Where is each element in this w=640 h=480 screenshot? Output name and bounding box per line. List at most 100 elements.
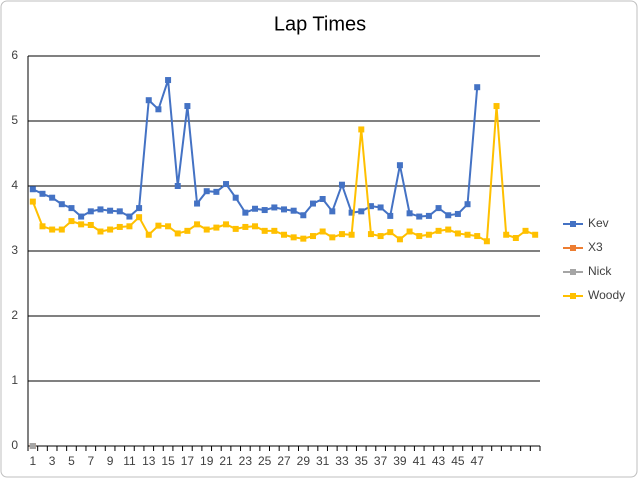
point-marker	[58, 201, 65, 208]
point-marker	[367, 231, 374, 238]
point-marker	[242, 209, 249, 216]
x-tick-label: 5	[68, 454, 75, 468]
point-marker	[300, 235, 307, 242]
x-tick-label: 13	[142, 454, 156, 468]
y-tick-label: 2	[11, 308, 18, 322]
x-tick-label: 39	[393, 454, 407, 468]
x-tick-label: 19	[200, 454, 214, 468]
x-tick-label: 45	[451, 454, 465, 468]
point-marker	[97, 228, 104, 235]
point-marker	[445, 226, 452, 233]
point-marker	[107, 226, 114, 233]
point-marker	[358, 208, 365, 215]
point-marker	[387, 229, 394, 236]
point-marker	[503, 231, 510, 238]
x-tick-label: 3	[49, 454, 56, 468]
y-tick-label: 1	[11, 373, 18, 387]
point-marker	[416, 213, 423, 220]
point-marker	[319, 228, 326, 235]
y-tick-label: 5	[11, 113, 18, 127]
x-tick-label: 15	[161, 454, 175, 468]
point-marker	[252, 205, 259, 212]
point-marker	[203, 226, 210, 233]
point-marker	[232, 194, 239, 201]
point-marker	[367, 203, 374, 210]
point-marker	[435, 205, 442, 212]
point-marker	[396, 162, 403, 169]
point-marker	[464, 201, 471, 208]
chart-title: Lap Times	[274, 13, 366, 35]
x-tick-label: 17	[181, 454, 195, 468]
point-marker	[474, 233, 481, 240]
point-marker	[155, 106, 162, 113]
point-marker	[194, 200, 201, 207]
point-marker	[281, 206, 287, 213]
point-marker	[165, 77, 172, 84]
point-marker	[252, 223, 259, 230]
point-marker	[522, 227, 529, 234]
legend-label: Woody	[588, 288, 625, 302]
point-marker	[39, 223, 46, 230]
x-tick-label: 7	[87, 454, 94, 468]
point-marker	[174, 230, 181, 237]
point-marker	[445, 212, 452, 219]
point-marker	[300, 212, 307, 219]
x-tick-label: 31	[316, 454, 330, 468]
x-tick-label: 37	[374, 454, 388, 468]
point-marker	[49, 194, 56, 201]
y-tick-label: 0	[11, 438, 18, 452]
y-tick-label: 3	[11, 243, 18, 257]
x-tick-label: 29	[297, 454, 311, 468]
point-marker	[126, 213, 133, 220]
point-marker	[512, 235, 519, 241]
point-marker	[203, 188, 210, 195]
point-marker	[126, 223, 133, 230]
point-marker	[416, 233, 423, 240]
point-marker	[68, 218, 75, 225]
x-tick-label: 21	[219, 454, 233, 468]
point-marker	[406, 210, 413, 217]
point-marker	[329, 234, 336, 241]
point-marker	[474, 84, 481, 91]
legend-marker	[570, 221, 576, 227]
x-tick-label: 9	[107, 454, 114, 468]
point-marker	[261, 227, 268, 234]
point-marker	[483, 238, 490, 245]
point-marker	[223, 181, 230, 188]
point-marker	[309, 200, 316, 207]
x-tick-label: 27	[277, 454, 291, 468]
point-marker	[338, 181, 345, 188]
x-tick-label: 47	[471, 454, 485, 468]
x-tick-label: 35	[355, 454, 369, 468]
point-marker	[319, 196, 326, 202]
point-marker	[232, 225, 239, 232]
point-marker	[97, 206, 104, 213]
point-marker	[242, 223, 249, 230]
y-tick-label: 4	[11, 178, 18, 192]
point-marker	[68, 205, 75, 212]
point-marker	[261, 207, 268, 214]
point-marker	[271, 227, 278, 234]
point-marker	[145, 97, 152, 104]
point-marker	[145, 231, 152, 238]
point-marker	[348, 209, 355, 216]
point-marker	[116, 208, 123, 215]
x-tick-label: 23	[239, 454, 253, 468]
y-tick-label: 6	[11, 48, 18, 62]
point-marker	[454, 230, 461, 237]
point-marker	[29, 186, 36, 193]
point-marker	[165, 223, 172, 230]
x-tick-label: 43	[432, 454, 446, 468]
point-marker	[290, 234, 297, 241]
point-marker	[184, 227, 191, 234]
point-marker	[425, 231, 432, 238]
x-tick-label: 1	[29, 454, 36, 468]
point-marker	[136, 214, 143, 221]
point-marker	[425, 212, 432, 219]
legend-label: Nick	[588, 264, 612, 278]
legend-marker	[570, 269, 576, 275]
point-marker	[107, 207, 114, 214]
x-tick-label: 33	[335, 454, 349, 468]
